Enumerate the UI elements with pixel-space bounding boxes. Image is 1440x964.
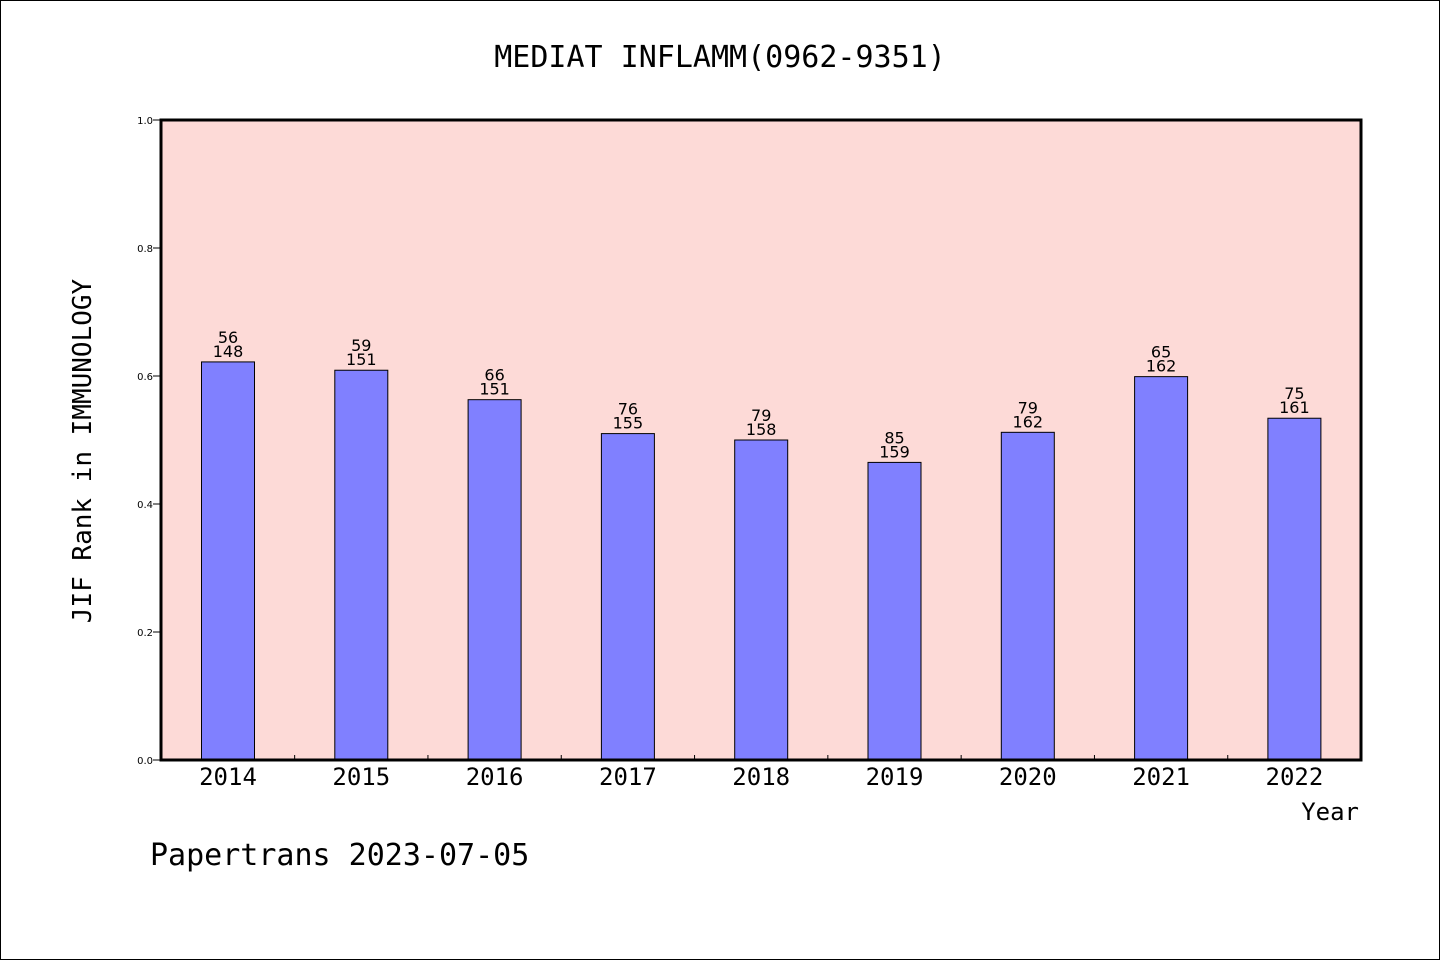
bar-label-rank: 85 bbox=[884, 428, 904, 447]
bar-label-total: 155 bbox=[613, 414, 644, 433]
x-tick-label: 2015 bbox=[332, 763, 390, 791]
plot-border bbox=[159, 118, 1363, 762]
bar-2014 bbox=[201, 361, 255, 761]
x-tick-label: 2018 bbox=[732, 763, 790, 791]
x-tick-label: 2021 bbox=[1132, 763, 1190, 791]
x-tick-label: 2022 bbox=[1266, 763, 1324, 791]
x-tick-label: 2016 bbox=[466, 763, 524, 791]
bar-2016 bbox=[467, 399, 522, 761]
bar-2020 bbox=[1000, 431, 1055, 761]
bar-label-rank: 75 bbox=[1284, 384, 1304, 403]
bar-label-total: 158 bbox=[746, 420, 777, 439]
bar-label-rank: 79 bbox=[1018, 398, 1038, 417]
y-axis-ticks: 0.0 0.2 0.4 0.6 0.8 1.0 bbox=[137, 116, 161, 767]
x-tick-label: 2014 bbox=[199, 763, 257, 791]
bar-label-rank: 79 bbox=[751, 406, 771, 425]
bar-label-total: 161 bbox=[1279, 398, 1310, 417]
y-tick-label: 0.0 bbox=[137, 756, 153, 767]
x-axis-ticks: 2014 2015 2016 2017 2018 2019 2020 2021 2022 bbox=[199, 755, 1323, 791]
bar-label-rank: 56 bbox=[218, 328, 238, 347]
bar-2021 bbox=[1134, 376, 1189, 761]
bar-label-rank: 66 bbox=[484, 366, 504, 385]
y-tick-label: 1.0 bbox=[137, 116, 153, 127]
bar-label-rank: 65 bbox=[1151, 343, 1171, 362]
bar-2022 bbox=[1267, 417, 1322, 761]
bar-label-total: 159 bbox=[879, 442, 910, 461]
y-tick-label: 0.4 bbox=[137, 500, 153, 511]
bar-label-total: 151 bbox=[479, 380, 510, 399]
bars bbox=[201, 361, 1322, 761]
bar-label-total: 162 bbox=[1013, 412, 1044, 431]
bar-label-total: 148 bbox=[213, 342, 244, 361]
bar-label-total: 162 bbox=[1146, 357, 1177, 376]
bar-label-rank: 59 bbox=[351, 336, 371, 355]
x-tick-label: 2019 bbox=[866, 763, 924, 791]
y-tick-label: 0.8 bbox=[137, 244, 153, 255]
chart-title: MEDIAT INFLAMM(0962-9351) bbox=[494, 40, 946, 75]
x-tick-label: 2017 bbox=[599, 763, 657, 791]
footer-text: Papertrans 2023-07-05 bbox=[150, 838, 529, 873]
y-tick-label: 0.6 bbox=[137, 372, 153, 383]
bar-2019 bbox=[867, 461, 922, 761]
bar-2015 bbox=[334, 369, 389, 761]
bar-label-rank: 76 bbox=[618, 400, 638, 419]
bar-label-total: 151 bbox=[346, 350, 377, 369]
y-tick-label: 0.2 bbox=[137, 628, 153, 639]
y-axis-label: JIF Rank in IMMUNOLOGY bbox=[68, 278, 98, 623]
x-axis-label: Year bbox=[1301, 798, 1359, 826]
bar-2017 bbox=[600, 433, 655, 761]
bar-2018 bbox=[734, 439, 789, 761]
x-tick-label: 2020 bbox=[999, 763, 1057, 791]
